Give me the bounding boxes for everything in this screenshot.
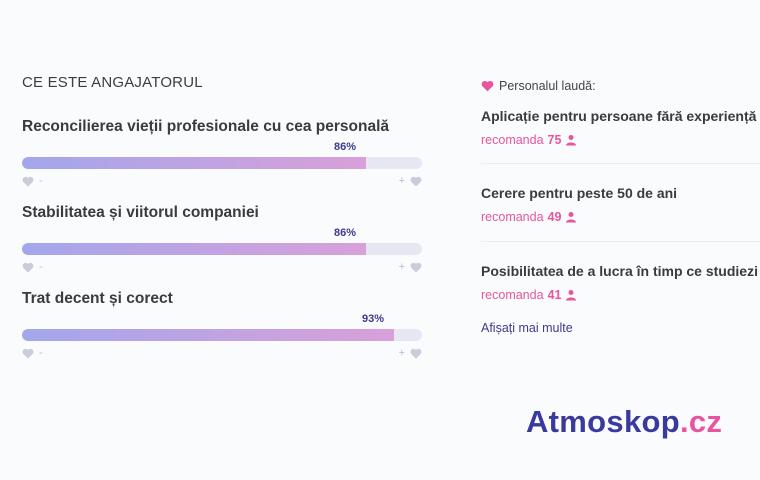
scale-minus-label: - (39, 347, 43, 359)
recommend-label: recomanda (481, 133, 544, 147)
recommend-number: 49 (547, 210, 562, 224)
heart-icon (410, 348, 422, 358)
recommend-number: 41 (547, 288, 562, 302)
heart-icon (481, 80, 494, 92)
recommend-count: recomanda 49 (481, 210, 760, 224)
rating-scale: - + (22, 261, 422, 275)
metric-fair-treatment: Trat decent și corect 93% - + (22, 290, 422, 359)
show-more-link[interactable]: Afișați mai multe (481, 321, 573, 335)
heart-icon (22, 176, 34, 186)
praise-title[interactable]: Cerere pentru peste 50 de ani (481, 185, 678, 201)
heart-icon (22, 348, 34, 358)
percent-label: 86% (333, 227, 356, 239)
bar-fill (22, 243, 366, 255)
praise-heading-label: Personalul laudă: (499, 79, 596, 93)
rating-scale: - + (22, 175, 422, 189)
percent-label: 86% (333, 141, 356, 153)
atmoskop-logo[interactable]: Atmoskop.cz (526, 404, 722, 440)
praise-heading: Personalul laudă: (481, 79, 596, 93)
praise-item[interactable]: Cerere pentru peste 50 de ani recomanda … (481, 185, 760, 224)
section-title: CE ESTE ANGAJATORUL (22, 74, 203, 91)
metric-label: Trat decent și corect (22, 290, 173, 307)
praise-title[interactable]: Aplicație pentru persoane fără experienț… (481, 108, 757, 124)
person-icon (566, 212, 577, 223)
scale-minus: - (22, 347, 43, 359)
bar-track (22, 157, 422, 169)
person-icon (566, 290, 577, 301)
divider (481, 163, 760, 164)
recommend-count: recomanda 75 (481, 133, 760, 147)
scale-minus: - (22, 261, 43, 273)
scale-minus-label: - (39, 175, 43, 187)
metric-label: Reconcilierea vieții profesionale cu cea… (22, 118, 389, 135)
metric-work-life-balance: Reconcilierea vieții profesionale cu cea… (22, 118, 422, 187)
scale-minus: - (22, 175, 43, 187)
metric-company-stability: Stabilitatea și viitorul companiei 86% -… (22, 204, 422, 273)
scale-plus: + (399, 175, 422, 187)
scale-plus: + (399, 261, 422, 273)
heart-icon (410, 176, 422, 186)
person-icon (566, 135, 577, 146)
scale-plus-label: + (398, 261, 405, 273)
heart-icon (410, 262, 422, 272)
recommend-label: recomanda (481, 288, 544, 302)
praise-item[interactable]: Aplicație pentru persoane fără experienț… (481, 108, 760, 147)
logo-brand: Atmoskop (526, 404, 680, 439)
recommend-count: recomanda 41 (481, 288, 760, 302)
praise-item[interactable]: Posibilitatea de a lucra în timp ce stud… (481, 263, 760, 302)
recommend-label: recomanda (481, 210, 544, 224)
bar-fill (22, 329, 394, 341)
scale-plus: + (399, 347, 422, 359)
rating-scale: - + (22, 347, 422, 361)
heart-icon (22, 262, 34, 272)
scale-plus-label: + (398, 347, 405, 359)
recommend-number: 75 (547, 133, 562, 147)
metric-label: Stabilitatea și viitorul companiei (22, 204, 259, 221)
praise-title[interactable]: Posibilitatea de a lucra în timp ce stud… (481, 263, 758, 279)
bar-track (22, 243, 422, 255)
logo-tld: .cz (679, 404, 723, 439)
bar-fill (22, 157, 366, 169)
divider (481, 241, 760, 242)
scale-minus-label: - (39, 261, 43, 273)
percent-label: 93% (361, 313, 384, 325)
bar-track (22, 329, 422, 341)
scale-plus-label: + (398, 175, 405, 187)
